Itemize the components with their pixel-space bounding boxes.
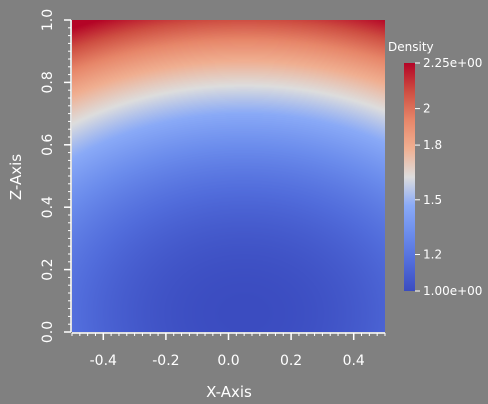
- colorbar-tick-label: 2.25e+00: [423, 56, 482, 70]
- colorbar-title: Density: [388, 40, 434, 54]
- x-tick-label: 0.4: [343, 353, 365, 369]
- colorbar-gradient: [404, 63, 415, 291]
- y-axis: 0.0 0.2 0.4 0.6 0.8 1.0: [40, 9, 72, 343]
- heatmap-image: [72, 20, 385, 332]
- y-tick-label: 0.6: [40, 134, 56, 156]
- colorbar: Density 1.00e+00 1.2 1.5 1.8 2 2.25e+00: [388, 40, 482, 298]
- colorbar-tick-label: 1.00e+00: [423, 284, 482, 298]
- x-tick-label: 0.0: [217, 353, 239, 369]
- x-tick-label: -0.4: [90, 353, 117, 369]
- y-tick-label: 0.0: [40, 321, 56, 343]
- x-axis: -0.4 -0.2 0.0 0.2 0.4: [71, 332, 386, 369]
- y-tick-label: 0.8: [40, 71, 56, 93]
- x-tick-label: 0.2: [280, 353, 302, 369]
- colorbar-tick-label: 1.2: [423, 248, 442, 262]
- colorbar-tick-label: 1.8: [423, 138, 442, 152]
- y-tick-label: 0.4: [40, 196, 56, 218]
- colorbar-tick-label: 1.5: [423, 193, 442, 207]
- y-tick-label: 0.2: [40, 258, 56, 280]
- y-tick-label: 1.0: [40, 9, 56, 31]
- y-axis-label: Z-Axis: [7, 154, 25, 200]
- plot-area: [72, 20, 385, 332]
- x-axis-label: X-Axis: [206, 383, 252, 401]
- x-tick-label: -0.2: [152, 353, 179, 369]
- colorbar-tick-label: 2: [423, 102, 431, 116]
